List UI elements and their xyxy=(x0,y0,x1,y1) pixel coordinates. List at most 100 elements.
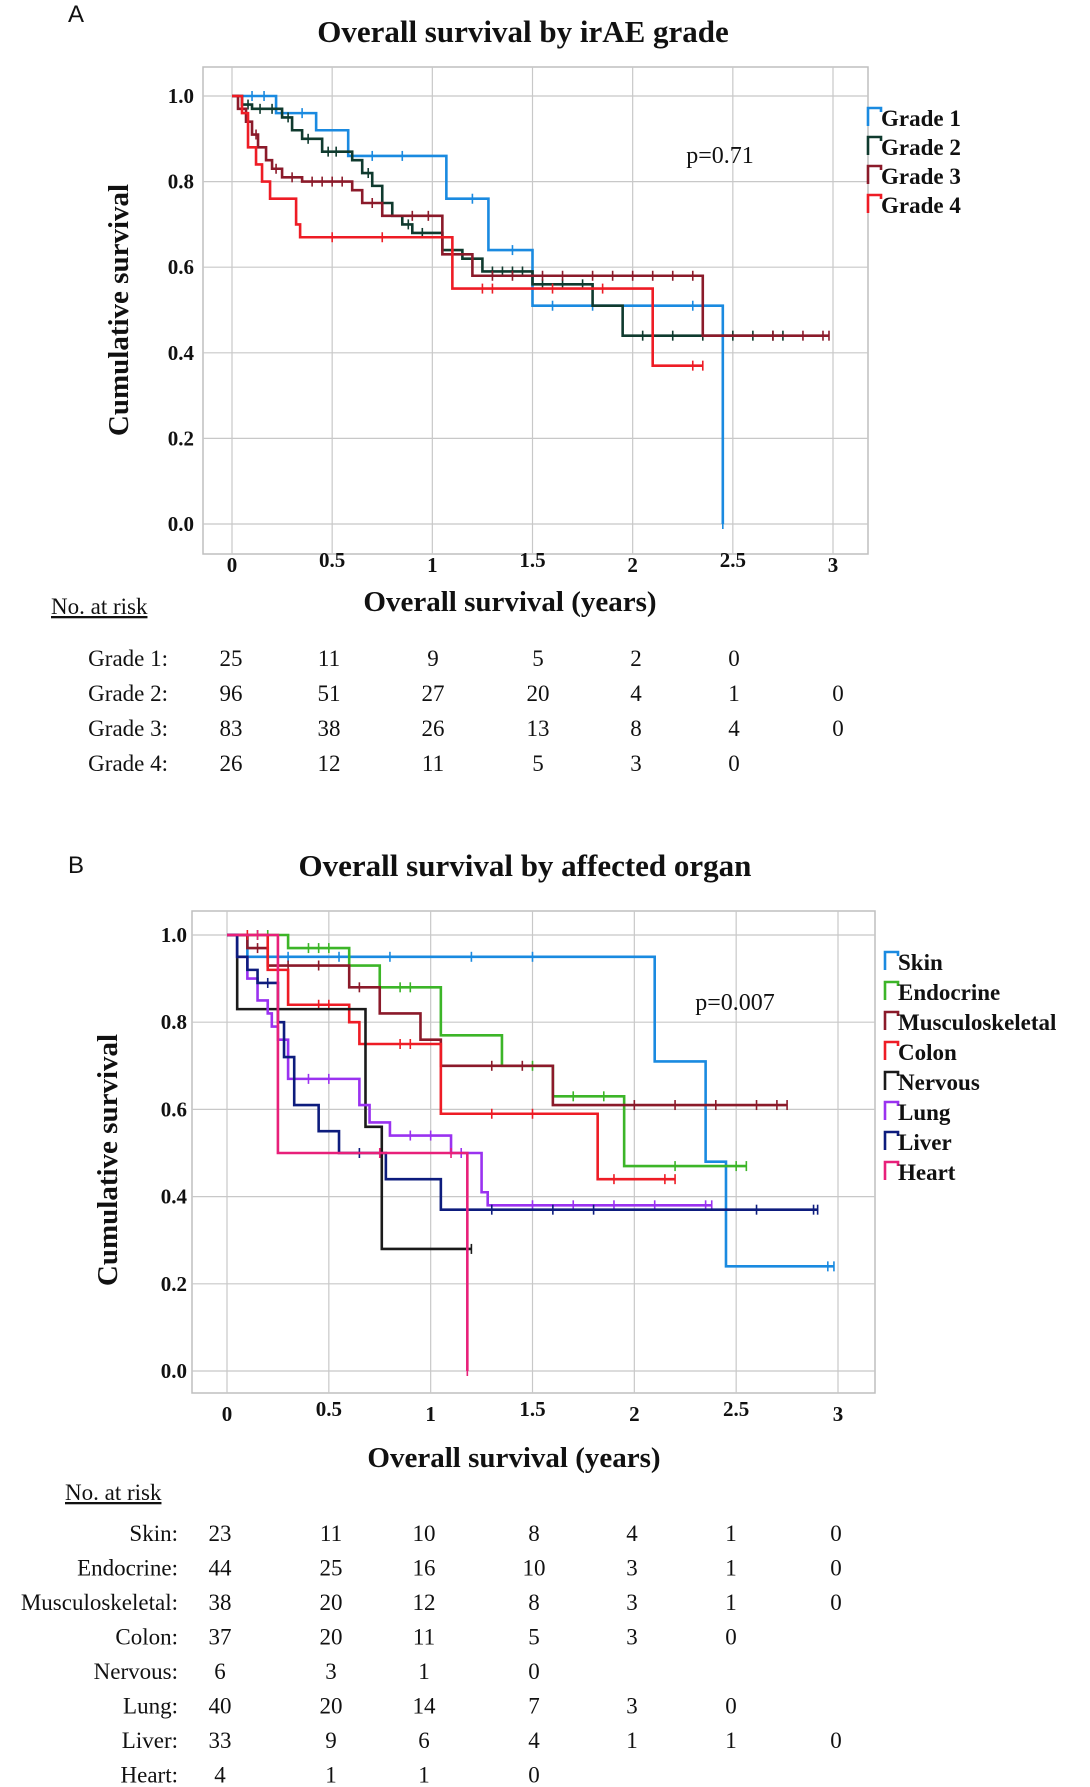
legend-entry: Liver xyxy=(898,1130,952,1155)
risk-value: 11 xyxy=(413,1625,435,1650)
legend-swatch xyxy=(883,1070,900,1090)
legend-entry: Nervous xyxy=(898,1070,980,1095)
km-curve-lung xyxy=(227,933,712,1207)
risk-value: 44 xyxy=(209,1556,233,1581)
risk-value: 11 xyxy=(320,1521,342,1546)
y-tick-label: 0.6 xyxy=(161,1097,187,1121)
risk-table-heading: No. at risk xyxy=(51,594,148,619)
risk-row-label: Grade 4: xyxy=(88,751,168,776)
km-curve-colon xyxy=(227,933,676,1181)
km-curve-heart xyxy=(227,933,469,1371)
risk-value: 11 xyxy=(422,751,444,776)
chart-title: Overall survival by irAE grade xyxy=(317,14,729,49)
risk-value: 26 xyxy=(422,716,445,741)
panel-letter: A xyxy=(68,1,84,28)
legend-swatch xyxy=(883,1160,900,1180)
risk-value: 4 xyxy=(630,681,642,706)
risk-value: 1 xyxy=(728,681,740,706)
risk-row-label: Musculoskeletal: xyxy=(21,1590,178,1615)
risk-table-heading: No. at risk xyxy=(65,1480,162,1505)
legend-entry: Colon xyxy=(898,1040,957,1065)
risk-row-label: Lung: xyxy=(123,1694,178,1719)
risk-value: 33 xyxy=(209,1728,232,1753)
risk-value: 2 xyxy=(630,646,642,671)
legend-swatch xyxy=(866,193,883,213)
risk-value: 7 xyxy=(528,1694,540,1719)
km-curve-grade-4 xyxy=(232,94,703,367)
risk-value: 3 xyxy=(325,1659,337,1684)
risk-value: 83 xyxy=(220,716,243,741)
risk-value: 12 xyxy=(413,1590,436,1615)
legend-swatch xyxy=(866,164,883,184)
risk-value: 5 xyxy=(532,646,544,671)
risk-row-label: Skin: xyxy=(129,1521,178,1546)
risk-value: 20 xyxy=(320,1625,343,1650)
risk-value: 0 xyxy=(830,1556,842,1581)
risk-value: 1 xyxy=(725,1521,737,1546)
km-curve-grade-3 xyxy=(232,94,829,337)
legend-swatch xyxy=(883,1130,900,1150)
km-curve-grade-2 xyxy=(232,94,783,337)
x-tick-label: 3 xyxy=(833,1402,844,1426)
risk-value: 1 xyxy=(725,1728,737,1753)
risk-value: 23 xyxy=(209,1521,232,1546)
y-tick-label: 0.0 xyxy=(168,512,194,536)
risk-value: 27 xyxy=(422,681,445,706)
risk-value: 0 xyxy=(830,1521,842,1546)
risk-value: 51 xyxy=(318,681,341,706)
x-tick-label: 1.5 xyxy=(519,548,545,572)
risk-value: 5 xyxy=(532,751,544,776)
legend-swatch xyxy=(883,1010,900,1030)
risk-value: 12 xyxy=(318,751,341,776)
risk-value: 25 xyxy=(320,1556,343,1581)
x-tick-label: 2.5 xyxy=(723,1397,749,1421)
risk-value: 4 xyxy=(626,1521,638,1546)
risk-value: 0 xyxy=(725,1625,737,1650)
x-tick-label: 1 xyxy=(427,553,438,577)
legend-swatch xyxy=(883,950,900,970)
y-tick-label: 0.4 xyxy=(161,1185,188,1209)
risk-value: 26 xyxy=(220,751,243,776)
risk-value: 0 xyxy=(725,1694,737,1719)
risk-value: 0 xyxy=(832,681,844,706)
km-curve-grade-1 xyxy=(232,94,725,524)
risk-value: 38 xyxy=(318,716,341,741)
risk-value: 4 xyxy=(214,1763,226,1787)
risk-value: 96 xyxy=(220,681,243,706)
risk-value: 20 xyxy=(320,1590,343,1615)
legend-entry: Skin xyxy=(898,950,943,975)
risk-row-label: Colon: xyxy=(115,1625,178,1650)
x-tick-label: 2 xyxy=(627,553,638,577)
legend-entry: Lung xyxy=(898,1100,951,1125)
risk-value: 3 xyxy=(626,1590,638,1615)
legend-swatch xyxy=(883,980,900,1000)
risk-value: 3 xyxy=(630,751,642,776)
x-tick-label: 0 xyxy=(222,1402,233,1426)
risk-row-label: Heart: xyxy=(121,1763,178,1787)
legend-entry: Grade 2 xyxy=(881,135,961,160)
panel-b: B Overall survival by affected organ 0 0.5 1… xyxy=(21,848,1057,1787)
y-axis-title: Cumulative survival xyxy=(92,1034,124,1286)
risk-value: 16 xyxy=(413,1556,436,1581)
x-tick-label: 1.5 xyxy=(519,1397,545,1421)
risk-value: 40 xyxy=(209,1694,232,1719)
p-value-annotation: p=0.007 xyxy=(695,990,775,1016)
risk-value: 1 xyxy=(725,1556,737,1581)
risk-value: 1 xyxy=(418,1659,430,1684)
risk-value: 0 xyxy=(830,1590,842,1615)
y-tick-label: 1.0 xyxy=(168,84,194,108)
risk-value: 10 xyxy=(523,1556,546,1581)
risk-value: 8 xyxy=(528,1590,540,1615)
risk-value: 10 xyxy=(413,1521,436,1546)
x-axis-title: Overall survival (years) xyxy=(367,1442,660,1474)
y-tick-label: 0.8 xyxy=(168,170,194,194)
risk-value: 0 xyxy=(728,751,740,776)
risk-value: 1 xyxy=(725,1590,737,1615)
x-tick-label: 0.5 xyxy=(316,1397,342,1421)
risk-row-label: Grade 1: xyxy=(88,646,168,671)
risk-row-label: Grade 2: xyxy=(88,681,168,706)
x-tick-label: 2.5 xyxy=(720,548,746,572)
risk-value: 3 xyxy=(626,1556,638,1581)
legend-swatch xyxy=(866,135,883,155)
